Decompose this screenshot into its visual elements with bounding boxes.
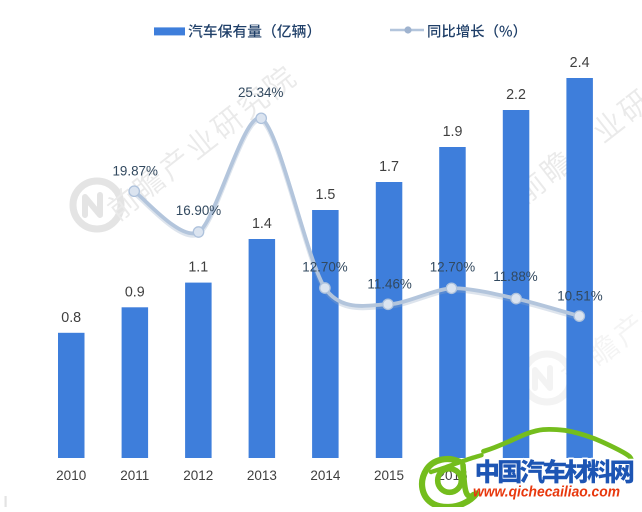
svg-text:19.87%: 19.87% bbox=[112, 163, 158, 178]
svg-text:11.88%: 11.88% bbox=[493, 269, 538, 284]
svg-text:11.46%: 11.46% bbox=[367, 276, 412, 291]
svg-text:2014: 2014 bbox=[310, 468, 341, 483]
svg-text:12.70%: 12.70% bbox=[430, 259, 476, 274]
svg-text:www.qichecailiao.com: www.qichecailiao.com bbox=[473, 485, 620, 501]
svg-text:1.5: 1.5 bbox=[315, 187, 335, 203]
svg-text:2.2: 2.2 bbox=[506, 87, 526, 103]
svg-text:0.8: 0.8 bbox=[61, 310, 81, 326]
svg-text:2010: 2010 bbox=[56, 468, 86, 483]
svg-text:10.51%: 10.51% bbox=[557, 289, 603, 304]
svg-text:25.34%: 25.34% bbox=[238, 85, 284, 100]
svg-text:12.70%: 12.70% bbox=[302, 260, 348, 275]
svg-text:2015: 2015 bbox=[374, 468, 404, 483]
svg-text:0.9: 0.9 bbox=[125, 284, 145, 300]
svg-text:2012: 2012 bbox=[183, 468, 213, 483]
svg-text:1.9: 1.9 bbox=[443, 124, 463, 140]
svg-text:1.1: 1.1 bbox=[188, 260, 208, 276]
svg-text:1.7: 1.7 bbox=[379, 159, 399, 175]
svg-text:2011: 2011 bbox=[120, 468, 149, 483]
svg-text:2.4: 2.4 bbox=[570, 55, 590, 71]
svg-text:2013: 2013 bbox=[247, 468, 277, 483]
svg-text:16.90%: 16.90% bbox=[176, 203, 222, 218]
svg-text:1.4: 1.4 bbox=[252, 216, 272, 232]
